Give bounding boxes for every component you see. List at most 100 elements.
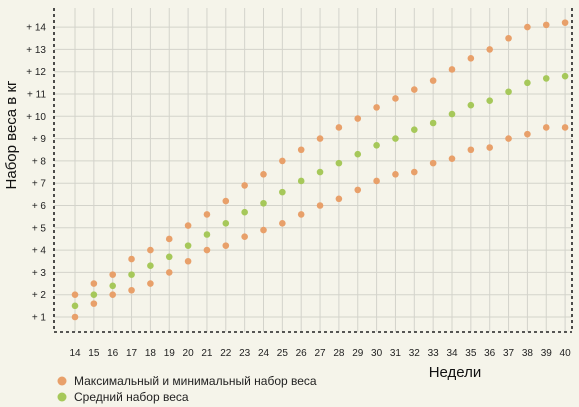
data-point-min	[297, 211, 305, 218]
data-point-max	[561, 19, 569, 26]
data-point-avg	[335, 159, 343, 167]
data-point-max	[486, 46, 494, 53]
data-point-min	[260, 226, 267, 234]
data-point-avg	[411, 126, 418, 133]
data-point-avg	[222, 220, 230, 227]
data-point-avg	[184, 242, 192, 249]
data-point-avg	[90, 291, 98, 299]
legend-label: Средний набор веса	[74, 390, 189, 404]
data-point-avg	[373, 141, 380, 149]
data-point-min	[354, 186, 362, 194]
y-tick-label: + 7	[32, 179, 47, 190]
data-point-max	[354, 115, 362, 122]
data-point-avg	[241, 208, 248, 216]
grid	[54, 8, 572, 332]
data-point-avg	[109, 282, 116, 290]
data-point-max	[184, 222, 192, 229]
x-tick-label: 30	[371, 348, 383, 359]
x-tick-label: 14	[69, 348, 81, 359]
data-point-min	[279, 220, 286, 227]
data-point-max	[165, 235, 173, 243]
data-point-min	[448, 155, 456, 162]
data-point-max	[373, 104, 380, 111]
axes	[53, 8, 573, 333]
data-point-min	[241, 233, 248, 241]
x-tick-label: 35	[465, 348, 477, 359]
x-tick-labels: 14 15 16 17 18 19 20 21 22 23 24 25 26 27 28 29 30 31 32 33…	[69, 348, 571, 359]
data-point-min	[109, 291, 116, 299]
data-point-max	[71, 291, 79, 299]
data-point-min	[373, 177, 380, 185]
data-point-min	[184, 257, 192, 265]
data-point-avg	[260, 199, 267, 207]
data-point-avg	[71, 302, 79, 310]
x-tick-label: 39	[541, 348, 553, 359]
data-point-avg	[297, 177, 305, 185]
y-tick-label: + 14	[26, 23, 46, 34]
data-point-max	[411, 86, 418, 93]
y-axis-title: Набор веса в кг	[3, 80, 20, 189]
data-point-min	[128, 286, 135, 294]
y-tick-label: + 1	[32, 313, 47, 324]
y-tick-label: + 11	[27, 90, 46, 101]
x-tick-label: 29	[352, 348, 364, 359]
data-point-min	[335, 195, 343, 203]
data-point-max	[316, 135, 324, 142]
data-point-max	[335, 124, 343, 131]
x-tick-label: 25	[277, 348, 289, 359]
data-point-avg	[561, 72, 569, 80]
x-tick-label: 15	[88, 348, 100, 359]
data-point-max	[203, 211, 211, 218]
data-point-max	[128, 255, 135, 263]
data-point-max	[147, 246, 154, 254]
data-points	[71, 19, 569, 321]
data-point-max	[467, 55, 475, 62]
x-tick-label: 18	[145, 348, 157, 359]
data-point-min	[392, 170, 399, 178]
data-point-avg	[429, 119, 437, 127]
data-point-max	[448, 66, 456, 73]
data-point-avg	[279, 188, 286, 196]
x-tick-label: 33	[428, 348, 440, 359]
data-point-max	[222, 197, 230, 205]
data-point-max	[109, 271, 116, 278]
y-tick-labels: + 1 + 2 + 3 + 4 + 5 + 6 + 7 + 8 + 9 + 10 + 11 + 12 +…	[26, 23, 46, 324]
data-point-min	[486, 144, 494, 151]
data-point-avg	[316, 168, 324, 176]
data-point-min	[542, 124, 550, 131]
data-point-min	[90, 300, 98, 307]
data-point-max	[392, 95, 399, 102]
legend: Максимальный и минимальный набор веса Сре…	[57, 374, 317, 404]
data-point-avg	[147, 262, 154, 270]
x-tick-label: 38	[522, 348, 534, 359]
data-point-min	[561, 124, 569, 131]
data-point-avg	[486, 97, 494, 104]
data-point-min	[71, 313, 79, 321]
legend-label: Максимальный и минимальный набор веса	[74, 374, 317, 388]
x-tick-label: 36	[484, 348, 496, 359]
x-tick-label: 31	[390, 348, 402, 359]
data-point-avg	[448, 110, 456, 118]
data-point-max	[260, 170, 267, 178]
data-point-min	[411, 168, 418, 176]
x-tick-label: 32	[409, 348, 421, 359]
x-tick-label: 23	[239, 348, 251, 359]
data-point-max	[297, 146, 305, 154]
x-tick-label: 34	[446, 348, 458, 359]
x-tick-label: 20	[183, 348, 195, 359]
x-tick-label: 17	[126, 348, 138, 359]
y-tick-label: + 9	[32, 134, 47, 145]
y-tick-label: + 12	[26, 67, 46, 78]
x-tick-label: 22	[220, 348, 232, 359]
y-tick-label: + 6	[32, 201, 47, 212]
data-point-avg	[524, 79, 531, 87]
data-point-min	[467, 146, 475, 154]
x-tick-label: 26	[296, 348, 308, 359]
x-tick-label: 28	[333, 348, 345, 359]
y-tick-label: + 5	[32, 223, 47, 234]
data-point-avg	[203, 231, 211, 238]
x-tick-label: 16	[107, 348, 119, 359]
data-point-avg	[354, 150, 362, 158]
legend-marker	[57, 376, 67, 386]
